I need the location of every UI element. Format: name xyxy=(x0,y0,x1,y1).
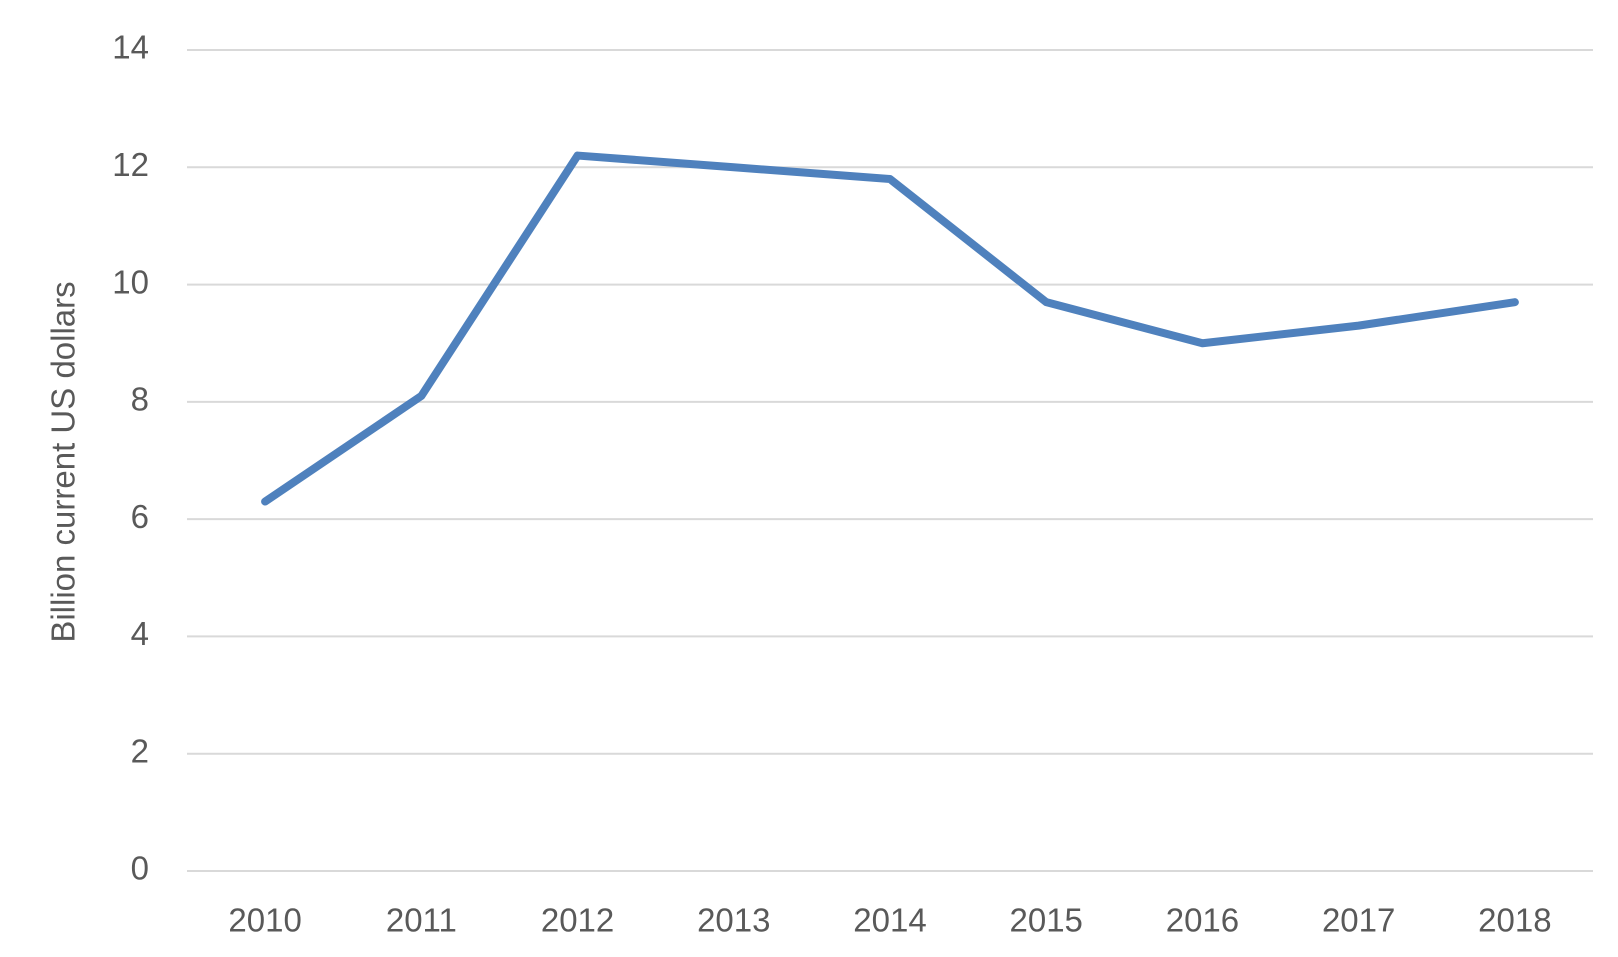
x-tick-label: 2017 xyxy=(1322,902,1395,939)
y-tick-label: 12 xyxy=(112,146,149,183)
x-tick-label: 2014 xyxy=(853,902,926,939)
y-axis-label: Billion current US dollars xyxy=(45,281,82,642)
x-tick-label: 2012 xyxy=(541,902,614,939)
y-tick-label: 0 xyxy=(131,850,149,887)
x-tick-label: 2015 xyxy=(1010,902,1083,939)
y-tick-label: 4 xyxy=(131,615,149,652)
x-tick-label: 2010 xyxy=(228,902,301,939)
x-tick-label: 2013 xyxy=(697,902,770,939)
y-tick-label: 6 xyxy=(131,498,149,535)
y-tick-label: 14 xyxy=(112,29,149,66)
y-tick-label: 10 xyxy=(112,263,149,300)
y-tick-label: 8 xyxy=(131,381,149,418)
y-tick-label: 2 xyxy=(131,732,149,769)
data-line xyxy=(261,151,1519,506)
x-tick-label: 2016 xyxy=(1166,902,1239,939)
x-tick-label: 2018 xyxy=(1478,902,1551,939)
x-tick-label: 2011 xyxy=(386,902,457,939)
